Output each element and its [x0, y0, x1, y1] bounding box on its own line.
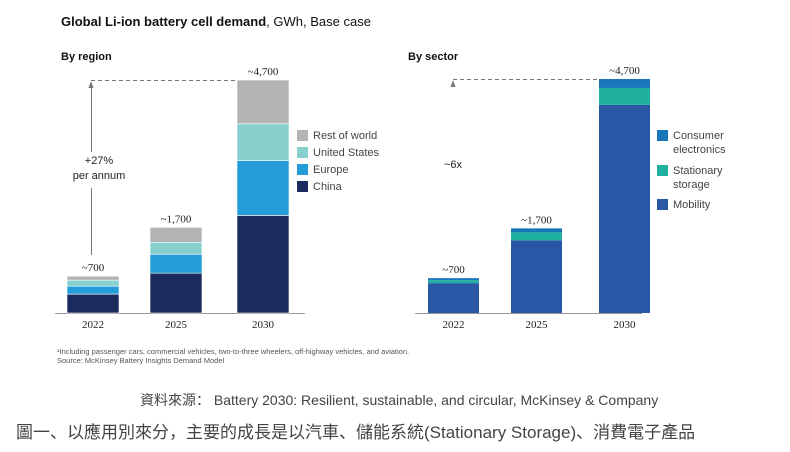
x-tick-label-2022: 2022 — [82, 319, 104, 331]
x-tick-label-2022: 2022 — [443, 319, 465, 331]
x-tick-label-2030: 2030 — [252, 319, 275, 331]
footnotes: ¹Including passenger cars, commercial ve… — [57, 347, 409, 365]
bar-united-states-2030 — [236, 123, 290, 161]
chart-title-rest: , GWh, Base case — [266, 14, 371, 29]
legend-label-stationary-storage: Stationary — [673, 165, 723, 177]
bar-mobility-2022 — [428, 283, 479, 313]
legend-label-consumer-electronics: electronics — [673, 144, 726, 156]
source-chinese: 資料來源： Battery 2030: Resilient, sustainab… — [140, 392, 659, 408]
x-tick-label-2025: 2025 — [526, 319, 549, 331]
bar-china-2025 — [149, 272, 203, 314]
total-label-2022: ~700 — [82, 262, 105, 274]
bar-stationary-storage-2025 — [511, 232, 562, 241]
legend-label-united-states: United States — [313, 147, 380, 159]
chart-title: Global Li-ion battery cell demand, GWh, … — [61, 14, 371, 29]
growth-annotation-line: per annum — [73, 170, 126, 182]
bar-rest-of-world-2030 — [236, 79, 290, 125]
legend-label-consumer-electronics: Consumer — [673, 130, 724, 142]
bar-united-states-2022 — [66, 279, 120, 287]
bar-china-2030 — [236, 215, 290, 314]
bar-rest-of-world-2022 — [66, 275, 120, 281]
panel-title-sector: By sector — [408, 51, 459, 63]
caption-chinese: 圖一、以應用別來分，主要的成長是以汽車、儲能系統(Stationary Stor… — [16, 423, 696, 442]
total-label-2030: ~4,700 — [248, 66, 279, 78]
legend-label-stationary-storage: storage — [673, 179, 710, 191]
bar-consumer-electronics-2022 — [428, 278, 479, 281]
legend-label-europe: Europe — [313, 164, 348, 176]
legend-swatch-rest-of-world — [297, 130, 308, 141]
growth-annotation-line: +27% — [85, 155, 114, 167]
bar-rest-of-world-2025 — [149, 227, 203, 243]
bar-europe-2025 — [149, 253, 203, 274]
legend-swatch-united-states — [297, 147, 308, 158]
total-label-2022: ~700 — [442, 264, 465, 276]
total-label-2025: ~1,700 — [521, 214, 552, 226]
bar-consumer-electronics-2025 — [511, 228, 562, 233]
bar-china-2022 — [66, 293, 120, 314]
legend-label-china: China — [313, 181, 343, 193]
legend-swatch-mobility — [657, 199, 668, 210]
legend-label-mobility: Mobility — [673, 199, 711, 211]
growth-annotation-line: ~6x — [444, 159, 463, 171]
x-tick-label-2025: 2025 — [165, 319, 188, 331]
bar-europe-2030 — [236, 160, 290, 216]
bar-stationary-storage-2030 — [599, 87, 650, 105]
legend-swatch-stationary-storage — [657, 165, 668, 176]
arrow-up-icon — [88, 80, 94, 88]
bar-stationary-storage-2022 — [428, 280, 479, 284]
bar-consumer-electronics-2030 — [599, 79, 650, 88]
legend-swatch-china — [297, 181, 308, 192]
legend-swatch-europe — [297, 164, 308, 175]
source-text: Source: McKinsey Battery Insights Demand… — [57, 356, 225, 365]
bar-united-states-2025 — [149, 242, 203, 255]
footnote-text: ¹Including passenger cars, commercial ve… — [57, 347, 410, 356]
panel-title-region: By region — [61, 51, 112, 63]
legend-swatch-consumer-electronics — [657, 130, 668, 141]
total-label-2025: ~1,700 — [161, 213, 192, 225]
total-label-2030: ~4,700 — [609, 65, 640, 77]
legend-label-rest-of-world: Rest of world — [313, 130, 377, 142]
chart-title-bold: Global Li-ion battery cell demand — [61, 14, 267, 29]
bar-mobility-2030 — [599, 104, 650, 313]
bar-mobility-2025 — [511, 240, 562, 313]
x-tick-label-2030: 2030 — [614, 319, 637, 331]
charts-svg: ~700 2022 ~1,700 2025 ~4,700 2030 +27% per annu… — [55, 65, 726, 331]
bar-europe-2022 — [66, 285, 120, 295]
arrow-up-icon — [450, 80, 456, 87]
